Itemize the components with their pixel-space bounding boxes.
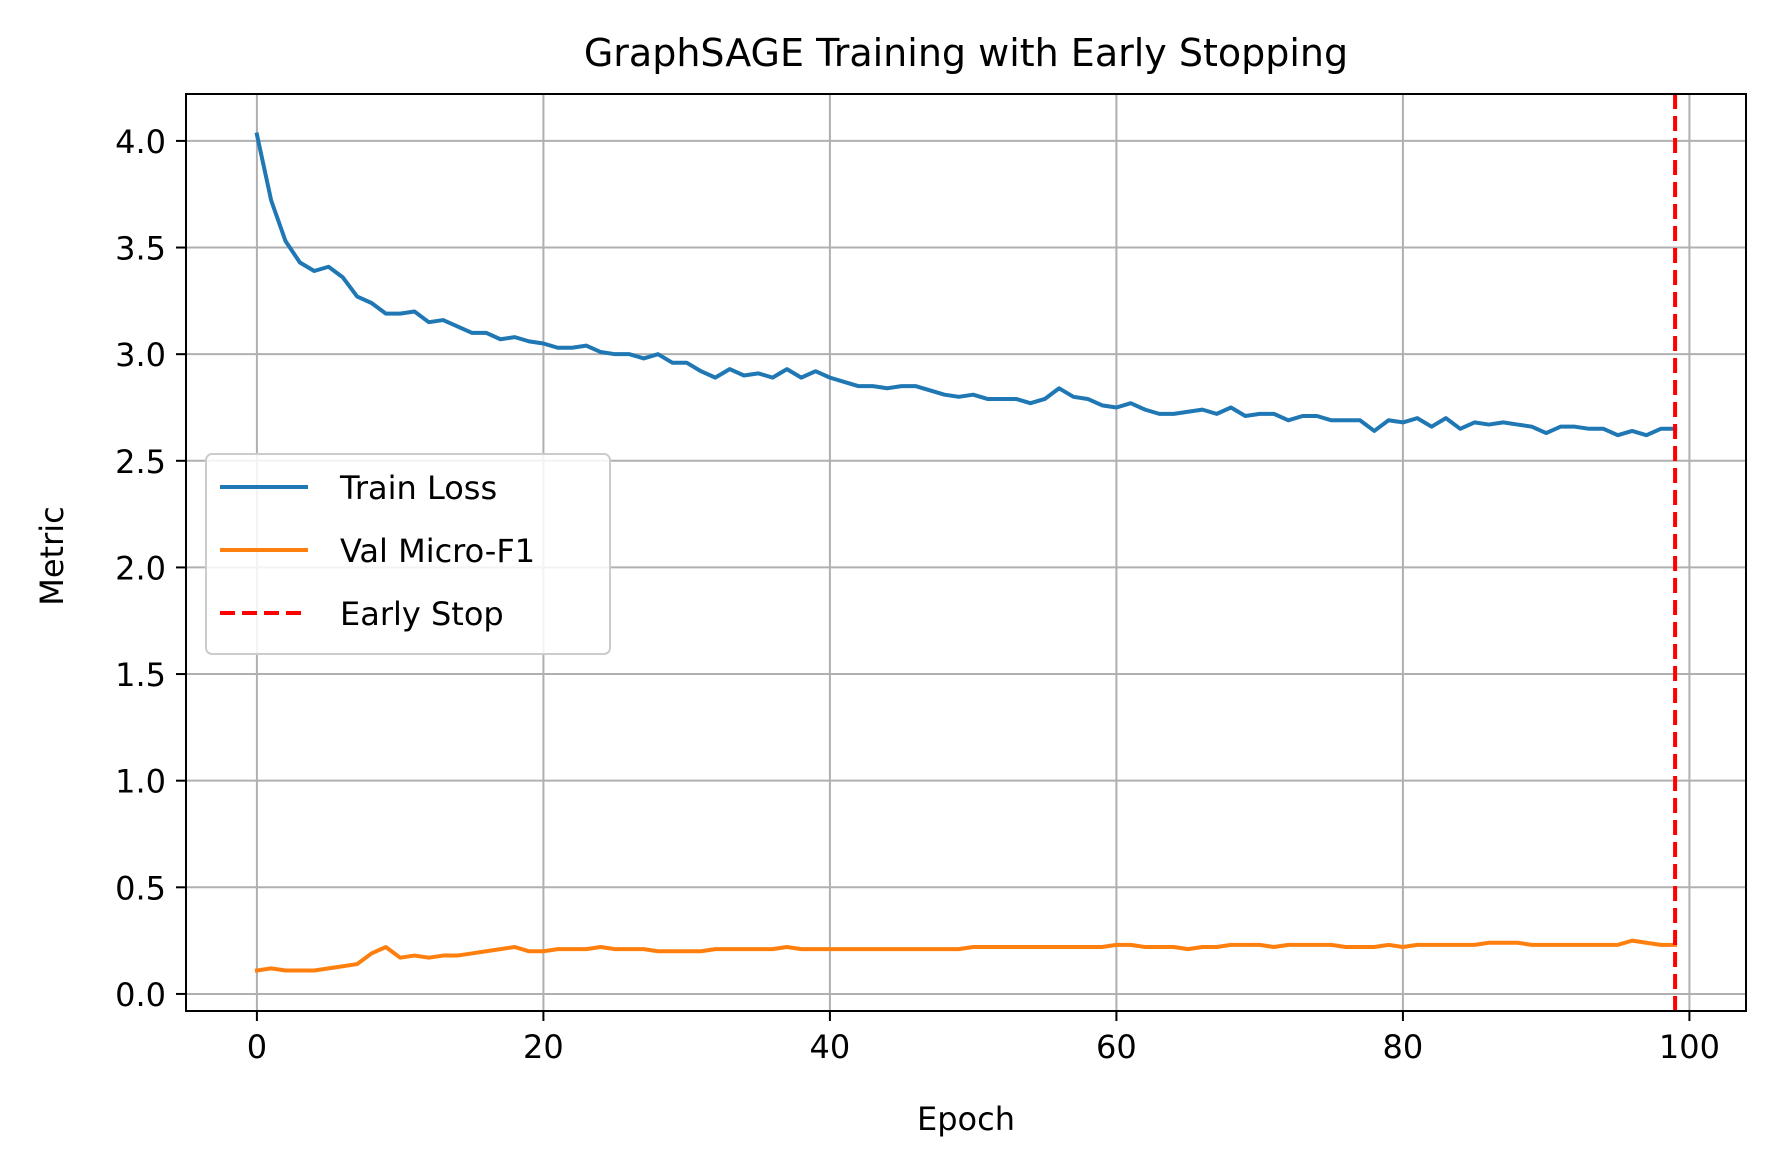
y-tick-label: 2.5 xyxy=(115,443,166,481)
legend-label-early-stop: Early Stop xyxy=(340,595,504,633)
x-tick-label: 80 xyxy=(1383,1028,1424,1066)
y-tick-label: 1.5 xyxy=(115,656,166,694)
y-tick-label: 4.0 xyxy=(115,123,166,161)
x-tick-label: 0 xyxy=(247,1028,267,1066)
y-tick-label: 3.5 xyxy=(115,230,166,268)
y-tick-label: 0.5 xyxy=(115,869,166,907)
x-tick-label: 60 xyxy=(1096,1028,1137,1066)
legend-label-val-micro-f1: Val Micro-F1 xyxy=(340,532,535,570)
x-tick-label: 100 xyxy=(1659,1028,1720,1066)
y-tick-label: 1.0 xyxy=(115,763,166,801)
series-line-train-loss xyxy=(254,132,1678,438)
series-line-val-micro-f1 xyxy=(254,938,1678,973)
y-axis-label: Metric xyxy=(33,506,71,605)
y-tick-label: 0.0 xyxy=(115,976,166,1014)
x-axis-label: Epoch xyxy=(917,1100,1015,1138)
y-tick-label: 3.0 xyxy=(115,336,166,374)
axis-ticks: 0 20 40 60 80 100 0.0 0.5 1.0 1.5 2.0 2.5 3.0 3.5 4.0 xyxy=(115,123,1720,1066)
legend-label-train-loss: Train Loss xyxy=(339,469,497,507)
chart-title: GraphSAGE Training with Early Stopping xyxy=(584,31,1348,75)
legend: Train Loss Val Micro-F1 Early Stop xyxy=(205,453,611,655)
x-tick-label: 40 xyxy=(810,1028,851,1066)
grid xyxy=(186,94,1746,1011)
series-group xyxy=(254,132,1678,973)
y-tick-label: 2.0 xyxy=(115,549,166,587)
plot-frame xyxy=(185,93,1747,1012)
x-tick-label: 20 xyxy=(523,1028,564,1066)
legend-box xyxy=(205,453,611,655)
